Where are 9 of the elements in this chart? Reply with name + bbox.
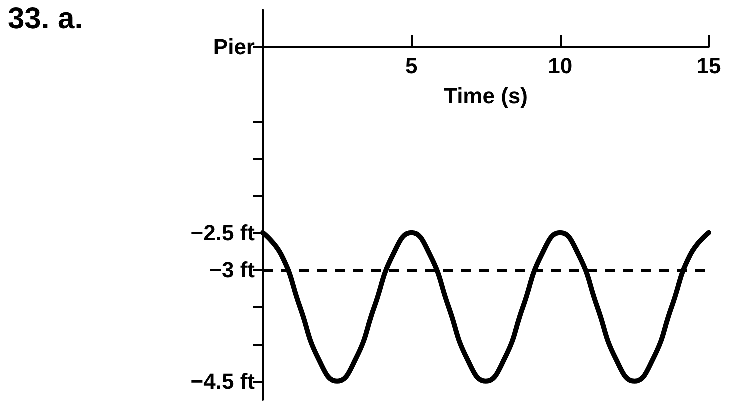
y-tick-label: −2.5 ft [190, 220, 256, 246]
x-tick-label: 10 [548, 54, 573, 79]
y-tick-label: −4.5 ft [190, 368, 256, 394]
x-tick-label: 15 [696, 54, 722, 79]
x-tick-label: 5 [406, 54, 418, 79]
y-tick-label: −3 ft [209, 258, 256, 282]
x-axis-title: Time (s) [444, 84, 528, 109]
y-tick-label: Pier [213, 34, 256, 60]
text: 33. a. [8, 2, 84, 36]
